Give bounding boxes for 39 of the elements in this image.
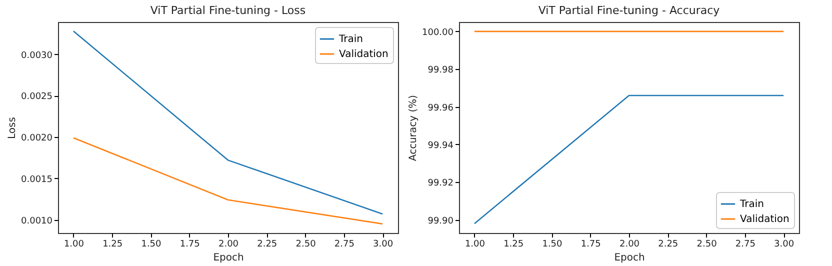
x-axis-title: Epoch (614, 252, 645, 264)
y-tick-label: 0.0015 (21, 174, 52, 185)
y-tick-label: 99.98 (428, 66, 454, 76)
y-tick-label: 99.92 (428, 178, 454, 189)
legend-label: Validation (339, 49, 388, 60)
y-axis-title: Loss (7, 117, 18, 139)
x-tick-label: 3.00 (774, 240, 794, 250)
y-axis-title: Accuracy (%) (408, 94, 420, 162)
x-tick-label: 1.00 (64, 240, 84, 250)
legend-label: Validation (740, 214, 790, 225)
x-tick-label: 1.75 (580, 240, 601, 250)
x-tick-label: 1.00 (464, 240, 486, 250)
legend-label: Train (338, 34, 363, 45)
x-tick-label: 2.75 (735, 240, 756, 250)
y-tick-label: 0.0025 (21, 92, 52, 102)
x-tick-label: 2.50 (296, 240, 316, 250)
x-tick-label: 2.00 (619, 240, 640, 250)
chart-title: ViT Partial Fine-tuning - Loss (150, 4, 306, 17)
x-tick-label: 2.25 (658, 240, 678, 250)
y-tick-label: 0.0020 (21, 134, 53, 144)
y-tick-label: 99.90 (428, 216, 454, 226)
x-tick-label: 1.50 (141, 240, 162, 250)
x-tick-label: 1.25 (102, 240, 123, 250)
chart-title: ViT Partial Fine-tuning - Accuracy (538, 4, 720, 17)
y-tick-label: 0.0030 (21, 50, 53, 61)
x-tick-label: 2.75 (334, 240, 354, 250)
y-tick-label: 99.96 (428, 103, 454, 114)
y-tick-label: 0.0010 (21, 216, 53, 226)
x-tick-label: 2.25 (257, 240, 278, 250)
y-tick-label: 99.94 (428, 140, 454, 151)
legend-label: Train (739, 199, 764, 210)
x-tick-label: 1.75 (180, 240, 200, 250)
y-tick-label: 100.00 (422, 28, 454, 38)
x-axis-title: Epoch (213, 252, 244, 264)
x-tick-label: 2.00 (218, 240, 239, 250)
x-tick-label: 1.50 (542, 240, 563, 250)
x-tick-label: 1.25 (504, 240, 524, 250)
x-tick-label: 3.00 (373, 240, 394, 250)
x-tick-label: 2.50 (696, 240, 718, 250)
